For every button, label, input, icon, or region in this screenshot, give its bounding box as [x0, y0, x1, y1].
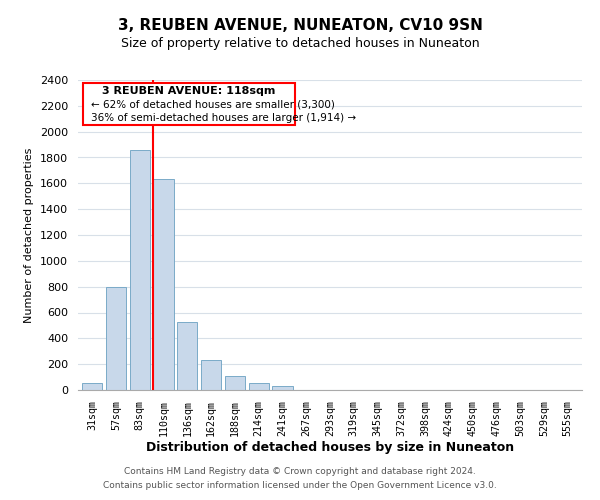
Y-axis label: Number of detached properties: Number of detached properties — [25, 148, 34, 322]
Text: 36% of semi-detached houses are larger (1,914) →: 36% of semi-detached houses are larger (… — [91, 113, 356, 123]
Bar — [177, 322, 197, 390]
Bar — [106, 286, 126, 390]
Text: Size of property relative to detached houses in Nuneaton: Size of property relative to detached ho… — [121, 38, 479, 51]
Bar — [130, 150, 150, 390]
Bar — [225, 376, 245, 390]
Text: 3 REUBEN AVENUE: 118sqm: 3 REUBEN AVENUE: 118sqm — [102, 86, 275, 96]
Text: Contains HM Land Registry data © Crown copyright and database right 2024.: Contains HM Land Registry data © Crown c… — [124, 467, 476, 476]
Text: Contains public sector information licensed under the Open Government Licence v3: Contains public sector information licen… — [103, 481, 497, 490]
Bar — [248, 383, 269, 390]
Bar — [154, 179, 173, 390]
Bar — [201, 360, 221, 390]
Text: ← 62% of detached houses are smaller (3,300): ← 62% of detached houses are smaller (3,… — [91, 100, 334, 110]
FancyBboxPatch shape — [83, 83, 295, 125]
Bar — [82, 383, 103, 390]
X-axis label: Distribution of detached houses by size in Nuneaton: Distribution of detached houses by size … — [146, 442, 514, 454]
Text: 3, REUBEN AVENUE, NUNEATON, CV10 9SN: 3, REUBEN AVENUE, NUNEATON, CV10 9SN — [118, 18, 482, 32]
Bar — [272, 386, 293, 390]
